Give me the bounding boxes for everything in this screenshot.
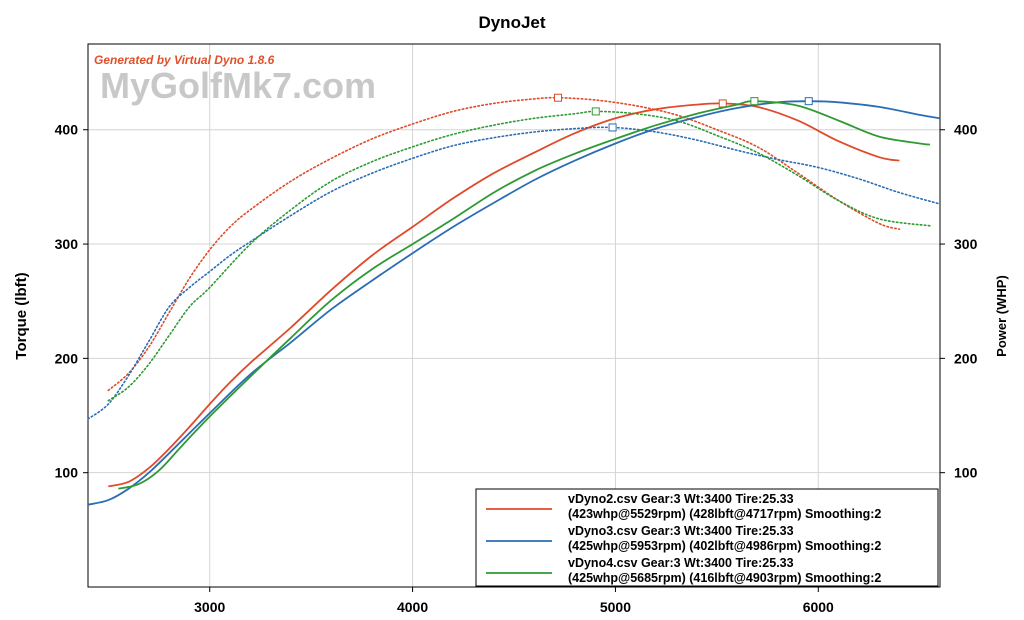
series-1-power-peak-marker bbox=[718, 99, 727, 108]
y-tick-label-left: 400 bbox=[55, 122, 79, 138]
watermark-text: MyGolfMk7.com bbox=[100, 65, 376, 106]
legend-entry-3-name: vDyno4.csv Gear:3 Wt:3400 Tire:25.33 bbox=[568, 556, 794, 570]
y-axis-label-right: Power (WHP) bbox=[994, 275, 1009, 357]
x-tick-label: 6000 bbox=[803, 599, 834, 615]
y-tick-label-left: 300 bbox=[55, 236, 79, 252]
x-tick-label: 3000 bbox=[194, 599, 225, 615]
series-2-torque-peak-marker bbox=[608, 123, 617, 132]
legend: vDyno2.csv Gear:3 Wt:3400 Tire:25.33(423… bbox=[475, 488, 939, 587]
grid-lines bbox=[88, 44, 940, 587]
y-tick-label-left: 100 bbox=[55, 465, 79, 481]
series-3-torque-peak-marker bbox=[591, 107, 600, 116]
tick-labels: 3000 4000 5000 6000 100 100 200 200 300 300 400 400 bbox=[55, 122, 978, 615]
legend-entry-3-detail: (425whp@5685rpm) (416lbft@4903rpm) Smoot… bbox=[568, 571, 881, 585]
series-2-torque-line bbox=[87, 126, 941, 420]
series-1-torque-line bbox=[107, 96, 901, 392]
x-tick-label: 4000 bbox=[397, 599, 428, 615]
legend-entry-1-name: vDyno2.csv Gear:3 Wt:3400 Tire:25.33 bbox=[568, 492, 794, 506]
y-tick-label-right: 300 bbox=[954, 236, 978, 252]
series-layer bbox=[87, 93, 941, 506]
y-tick-label-left: 200 bbox=[55, 350, 79, 366]
y-tick-label-right: 200 bbox=[954, 350, 978, 366]
series-3-power-peak-marker bbox=[750, 97, 759, 106]
y-tick-label-right: 100 bbox=[954, 465, 978, 481]
series-1-torque-peak-marker bbox=[554, 93, 563, 102]
series-3-torque-line bbox=[107, 110, 931, 402]
legend-box bbox=[475, 488, 939, 587]
y-axis-label-left: Torque (lbft) bbox=[13, 272, 30, 359]
legend-entry-2-name: vDyno3.csv Gear:3 Wt:3400 Tire:25.33 bbox=[568, 524, 794, 538]
chart-title: DynoJet bbox=[478, 13, 545, 32]
plot-frame bbox=[87, 43, 941, 588]
y-tick-label-right: 400 bbox=[954, 122, 978, 138]
generator-label: Generated by Virtual Dyno 1.8.6 bbox=[94, 53, 275, 67]
series-3-power-line bbox=[118, 100, 931, 490]
x-tick-label: 5000 bbox=[600, 599, 631, 615]
legend-entry-2-detail: (425whp@5953rpm) (402lbft@4986rpm) Smoot… bbox=[568, 539, 881, 553]
legend-entry-1-detail: (423whp@5529rpm) (428lbft@4717rpm) Smoot… bbox=[568, 507, 881, 521]
series-1-power-line bbox=[108, 102, 900, 488]
series-2-power-peak-marker bbox=[804, 97, 813, 106]
